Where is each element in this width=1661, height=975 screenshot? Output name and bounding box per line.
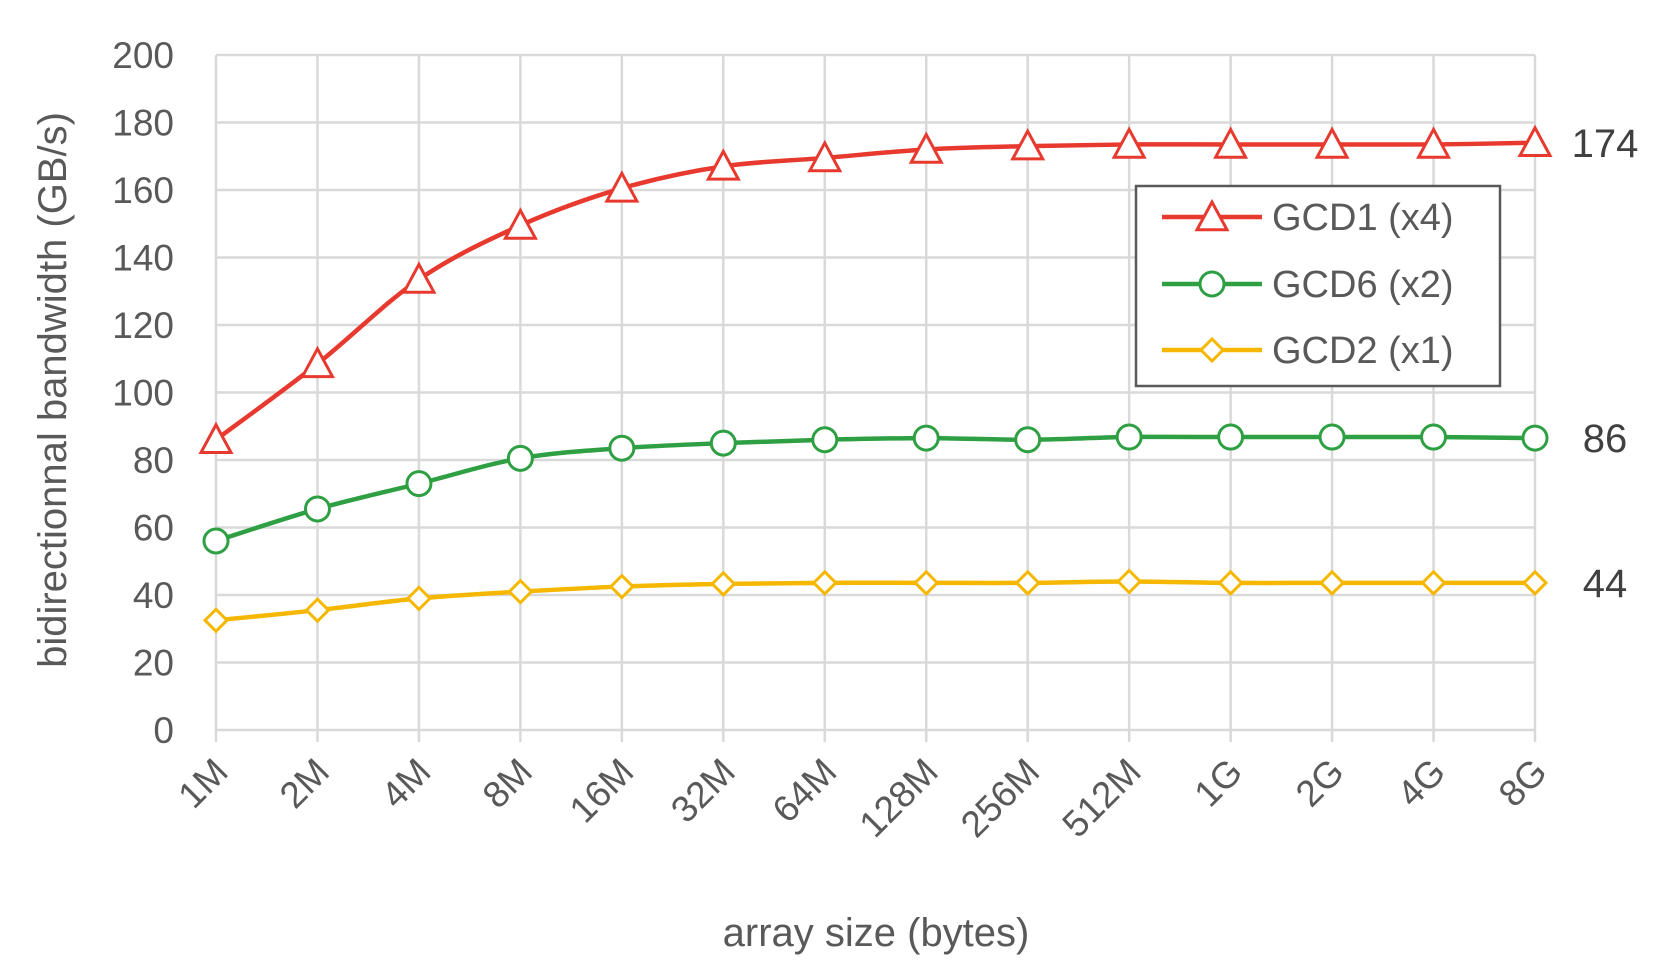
data-point-marker xyxy=(401,261,437,294)
series-3 xyxy=(202,568,1549,634)
y-tick-label: 40 xyxy=(133,575,174,616)
data-point-marker xyxy=(709,429,737,457)
data-point-marker xyxy=(405,585,433,612)
y-tick-label: 100 xyxy=(112,373,174,414)
legend-label: GCD6 (x2) xyxy=(1272,264,1454,306)
y-tick-labels: 0 20 40 60 80 100 120 140 160 180 200 xyxy=(112,35,174,751)
data-point-marker xyxy=(912,424,940,452)
series-2 xyxy=(202,423,1549,555)
data-point-marker xyxy=(1213,126,1249,159)
y-axis-title: bidirectionnal bandwidth (GB/s) xyxy=(31,112,75,668)
data-point-marker xyxy=(502,207,538,240)
data-point-marker xyxy=(1217,569,1244,596)
legend-items: GCD1 (x4) GCD6 (x2) GCD2 (x1) xyxy=(1162,197,1454,372)
data-point-marker xyxy=(1314,126,1350,159)
data-point-marker xyxy=(299,345,335,379)
legend-box xyxy=(1134,184,1502,388)
x-tick-label: 512M xyxy=(1054,751,1148,845)
grid-lines xyxy=(214,53,1537,742)
x-tick-labels: 1M 2M 4M 8M 16M 32M 64M 128M 256M 512M 1G 2G 4G 8G xyxy=(170,751,1554,845)
x-tick-label: 1G xyxy=(1186,751,1250,815)
x-tick-label: 2M xyxy=(272,751,337,816)
x-tick-label: 4G xyxy=(1389,751,1453,815)
x-tick-label: 128M xyxy=(851,751,945,845)
data-point-marker xyxy=(202,607,230,634)
data-point-marker xyxy=(303,495,331,523)
legend-swatch-marker xyxy=(1198,336,1226,364)
x-tick-label: 64M xyxy=(765,751,845,831)
data-point-marker xyxy=(198,421,234,454)
data-point-marker xyxy=(908,131,944,164)
legend-swatch-marker xyxy=(1198,270,1226,298)
legend-label: GCD1 (x4) xyxy=(1272,197,1454,239)
series-1 xyxy=(198,124,1553,454)
data-point-marker xyxy=(807,139,843,173)
data-point-marker xyxy=(1014,426,1042,454)
legend-item: GCD2 (x1) xyxy=(1162,330,1454,372)
legend-item: GCD6 (x2) xyxy=(1162,264,1454,306)
end-value-label: 44 xyxy=(1583,562,1628,606)
x-axis-title: array size (bytes) xyxy=(723,911,1030,955)
data-point-marker xyxy=(1318,423,1346,451)
x-tick-label: 32M xyxy=(663,751,743,831)
data-point-marker xyxy=(1521,424,1549,452)
data-point-marker xyxy=(1521,569,1549,596)
data-point-marker xyxy=(405,470,433,498)
x-tick-label: 16M xyxy=(562,751,642,831)
y-tick-label: 180 xyxy=(112,103,174,144)
y-tick-label: 80 xyxy=(133,440,174,481)
data-point-marker xyxy=(1014,569,1041,596)
data-point-marker xyxy=(710,570,737,597)
data-point-marker xyxy=(811,569,838,596)
end-value-label: 174 xyxy=(1572,122,1639,166)
data-point-marker xyxy=(1420,423,1448,451)
y-tick-label: 140 xyxy=(112,238,174,279)
data-point-marker xyxy=(1416,126,1452,159)
x-tick-label: 256M xyxy=(953,751,1047,845)
data-point-marker xyxy=(506,444,534,472)
end-value-label: 86 xyxy=(1583,417,1628,461)
data-point-marker xyxy=(304,597,331,624)
y-tick-label: 200 xyxy=(112,35,174,76)
legend: GCD1 (x4) GCD6 (x2) GCD2 (x1) xyxy=(1134,184,1502,388)
x-tick-label: 1M xyxy=(170,751,235,816)
y-tick-label: 120 xyxy=(112,305,174,346)
legend-item: GCD1 (x4) xyxy=(1162,197,1454,239)
data-point-marker xyxy=(202,527,230,555)
x-tick-label: 8M xyxy=(475,751,540,816)
data-point-marker xyxy=(1318,569,1346,596)
data-point-marker xyxy=(1111,126,1147,159)
x-tick-label: 8G xyxy=(1491,751,1555,815)
x-tick-label: 4M xyxy=(373,751,438,816)
data-point-marker xyxy=(1420,569,1447,596)
y-tick-label: 20 xyxy=(133,643,174,684)
data-point-marker xyxy=(1010,127,1046,161)
series-group xyxy=(198,124,1553,634)
data-point-marker xyxy=(507,578,534,605)
end-labels: 174 86 44 xyxy=(1572,122,1639,606)
x-tick-label: 2G xyxy=(1288,751,1352,815)
data-point-marker xyxy=(1116,568,1143,595)
data-point-marker xyxy=(1517,124,1553,157)
data-point-marker xyxy=(1115,423,1143,451)
data-point-marker xyxy=(608,573,635,600)
data-point-marker xyxy=(705,148,741,181)
data-point-marker xyxy=(811,426,839,454)
data-point-marker xyxy=(608,434,636,462)
y-tick-label: 60 xyxy=(133,508,174,549)
data-point-marker xyxy=(913,569,940,596)
legend-swatch-marker xyxy=(1194,198,1230,232)
y-tick-label: 0 xyxy=(153,710,174,751)
y-tick-label: 160 xyxy=(112,170,174,211)
data-point-marker xyxy=(1217,423,1245,451)
legend-label: GCD2 (x1) xyxy=(1272,330,1454,372)
data-point-marker xyxy=(604,170,640,203)
